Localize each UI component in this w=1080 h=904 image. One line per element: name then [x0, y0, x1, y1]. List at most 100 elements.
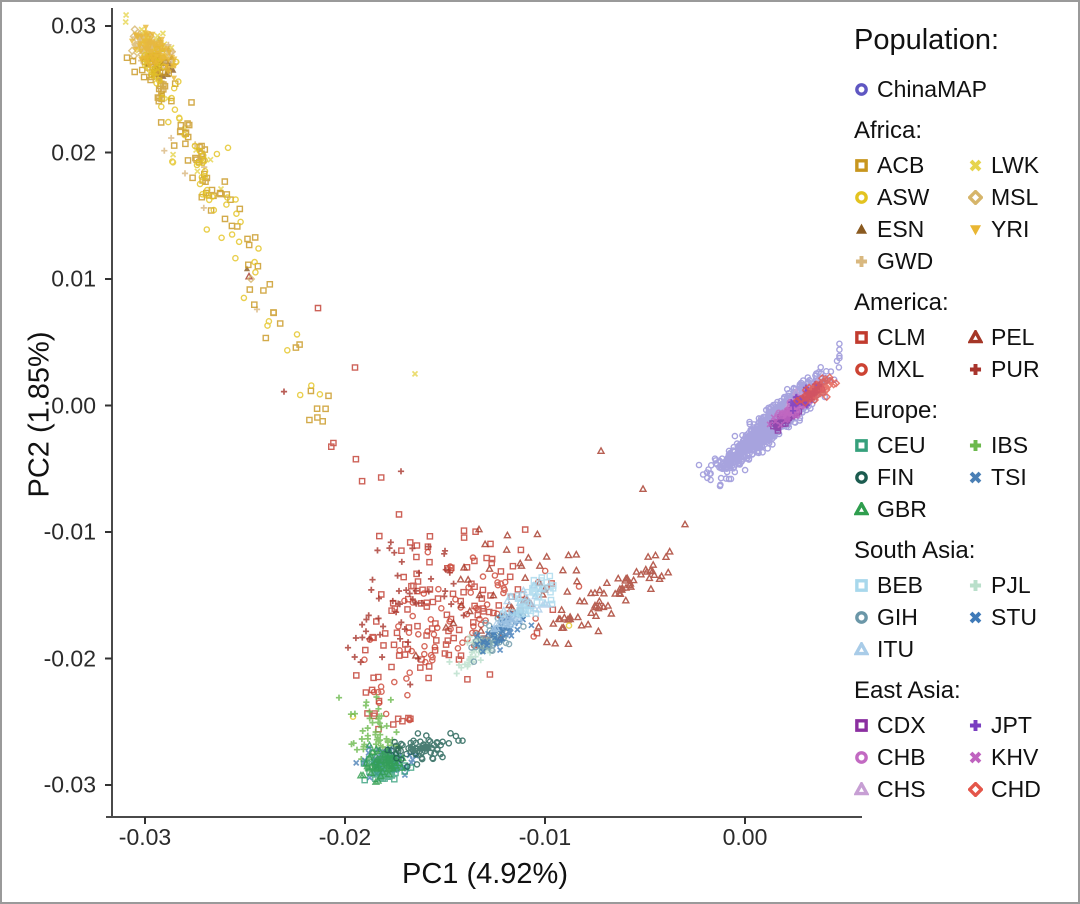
legend-item-ESN: ESN — [854, 213, 968, 245]
ACB-marker-icon — [855, 158, 868, 172]
legend-item-label: PUR — [991, 355, 1040, 382]
legend-group: Africa: ACB LWK ASW MSL ESN YRI GWD — [854, 117, 1076, 277]
legend-item-KHV: KHV — [968, 741, 1038, 773]
YRI-marker-icon — [969, 224, 982, 235]
legend-item-TSI: TSI — [968, 461, 1027, 493]
legend-item-CHD: CHD — [968, 773, 1041, 805]
legend-item-label: CEU — [877, 431, 926, 458]
legend-item-label: MSL — [991, 183, 1039, 210]
legend-item-GWD: GWD — [854, 245, 968, 277]
legend-item-STU: STU — [968, 601, 1037, 633]
legend-body: ChinaMAP Africa: ACB LWK ASW MSL ESN YRI GWD Amer… — [854, 73, 1076, 805]
legend-group-label: Europe: — [854, 397, 939, 424]
legend-item-MSL: MSL — [968, 181, 1038, 213]
y-axis-title: PC2 (1.85%) — [23, 331, 56, 498]
LWK-marker-icon — [969, 159, 982, 171]
y-tick-label: 0.03 — [51, 12, 96, 39]
legend-item-BEB: BEB — [854, 569, 968, 601]
legend-group: East Asia: CDX JPT CHB KHV CHS CHD — [854, 677, 1076, 805]
JPT-marker-icon — [969, 719, 982, 731]
x-tick-label: 0.00 — [722, 824, 768, 850]
legend-item-CEU: CEU — [854, 429, 968, 461]
PUR-marker-icon — [969, 363, 982, 375]
PEL-marker-icon — [968, 329, 983, 343]
y-tick-label: -0.01 — [43, 518, 96, 545]
legend-item-label: IBS — [991, 431, 1029, 458]
points-PUR — [280, 388, 467, 688]
legend-group-label: East Asia: — [854, 677, 961, 704]
legend-item-ASW: ASW — [854, 181, 968, 213]
legend-item-YRI: YRI — [968, 213, 1029, 245]
FIN-marker-icon — [855, 470, 868, 484]
y-tick-label: 0.00 — [51, 392, 96, 418]
MSL-marker-icon — [968, 189, 983, 205]
ESN-marker-icon — [855, 223, 868, 234]
points-ChinaMAP — [695, 340, 843, 490]
CHB-marker-icon — [855, 750, 868, 764]
points-PEL — [244, 271, 690, 659]
legend-item-label: BEB — [877, 571, 924, 598]
points-IBS — [335, 693, 403, 763]
GWD-marker-icon — [855, 255, 868, 267]
legend-item-CHB: CHB — [854, 741, 968, 773]
legend-item-label: YRI — [991, 215, 1030, 242]
x-axis-title: PC1 (4.92%) — [401, 858, 568, 890]
legend-item-label: ESN — [877, 215, 925, 242]
ChinaMAP-marker-icon — [855, 82, 868, 96]
IBS-marker-icon — [969, 439, 982, 451]
y-tick-label: 0.02 — [51, 139, 96, 165]
legend-item-PEL: PEL — [968, 321, 1034, 353]
legend-item-PJL: PJL — [968, 569, 1031, 601]
legend-item-label: ASW — [877, 183, 930, 210]
ASW-marker-icon — [855, 190, 868, 204]
legend-group: South Asia: BEB PJL GIH STU ITU — [854, 537, 1076, 665]
legend-item-label: CHD — [991, 775, 1041, 802]
legend-item-GIH: GIH — [854, 601, 968, 633]
BEB-marker-icon — [855, 578, 868, 592]
MXL-marker-icon — [855, 362, 868, 376]
legend-item-ChinaMAP: ChinaMAP — [854, 73, 987, 105]
legend-item-label: GWD — [877, 247, 934, 274]
legend-item-label: TSI — [991, 463, 1027, 490]
legend-item-label: GIH — [877, 603, 918, 630]
legend-item-MXL: MXL — [854, 353, 968, 385]
legend-item-IBS: IBS — [968, 429, 1028, 461]
legend-item-label: ChinaMAP — [877, 75, 987, 102]
legend-item-label: FIN — [877, 463, 915, 490]
legend-item-label: STU — [991, 603, 1037, 630]
ITU-marker-icon — [854, 641, 869, 655]
legend-group-label: Africa: — [854, 117, 923, 144]
points-CLM — [314, 304, 557, 733]
points-YRI — [128, 24, 178, 82]
legend-item-label: KHV — [991, 743, 1039, 770]
legend-group: America: CLM PEL MXL PUR — [854, 289, 1076, 385]
legend-item-CLM: CLM — [854, 321, 968, 353]
legend-item-label: PJL — [991, 571, 1031, 598]
legend-item-label: PEL — [991, 323, 1035, 350]
legend-item-CHS: CHS — [854, 773, 968, 805]
x-tick-label: -0.02 — [318, 824, 372, 850]
GIH-marker-icon — [855, 610, 868, 624]
CHS-marker-icon — [854, 781, 869, 795]
legend-item-ITU: ITU — [854, 633, 968, 665]
legend-item-label: ITU — [877, 635, 915, 662]
legend-item-CDX: CDX — [854, 709, 968, 741]
legend-item-label: MXL — [877, 355, 925, 382]
legend-item-label: CDX — [877, 711, 926, 738]
x-tick-label: -0.01 — [518, 824, 572, 850]
points-BEB — [499, 572, 557, 618]
legend-item-label: CHS — [877, 775, 926, 802]
y-tick-label: 0.01 — [51, 265, 96, 292]
legend-group-label: America: — [854, 289, 949, 316]
legend-item-label: CLM — [877, 323, 926, 350]
x-tick-label: -0.03 — [118, 824, 172, 850]
TSI-marker-icon — [969, 471, 982, 483]
CEU-marker-icon — [855, 438, 868, 452]
CDX-marker-icon — [855, 718, 868, 732]
legend-item-FIN: FIN — [854, 461, 968, 493]
tick-marks — [105, 25, 746, 824]
legend-group: Europe: CEU IBS FIN TSI GBR — [854, 397, 1076, 525]
legend-item-label: JPT — [991, 711, 1032, 738]
